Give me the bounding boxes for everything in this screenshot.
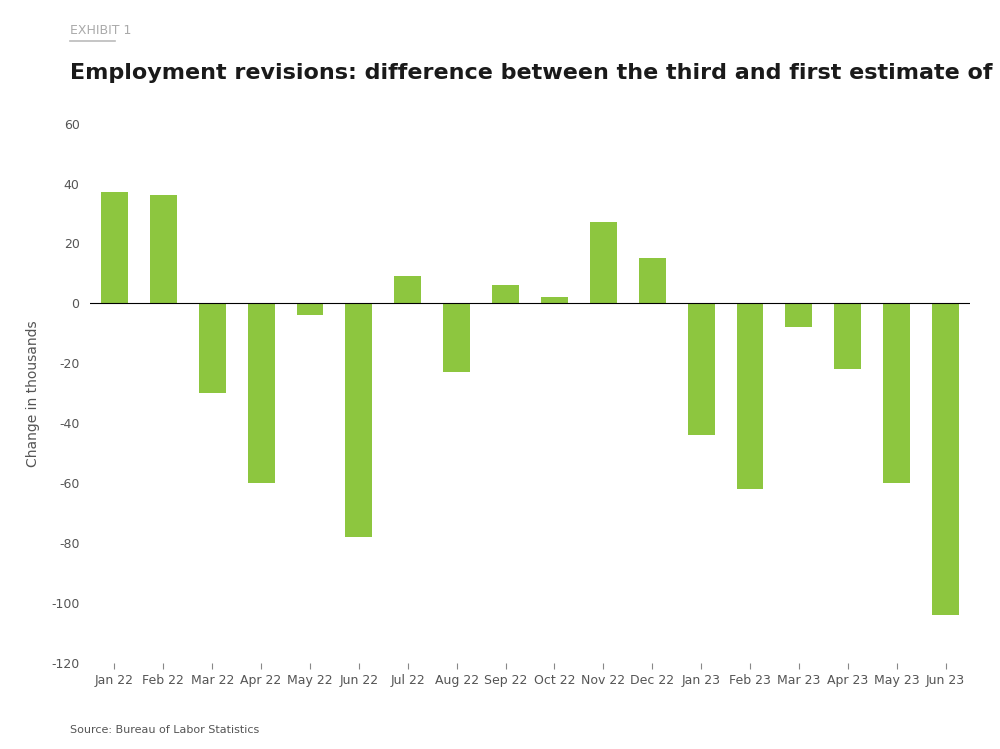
Bar (541, 297, 568, 303)
Bar (345, 303, 372, 537)
Y-axis label: Change in thousands: Change in thousands (26, 320, 40, 467)
Bar (248, 303, 275, 483)
Bar (883, 303, 910, 483)
Bar (199, 303, 226, 393)
Text: Employment revisions: difference between the third and first estimate of nonfarm: Employment revisions: difference between… (70, 63, 1000, 82)
Bar (492, 285, 519, 303)
Text: Source: Bureau of Labor Statistics: Source: Bureau of Labor Statistics (70, 724, 259, 735)
Bar (297, 303, 323, 315)
Bar (443, 303, 470, 372)
Bar (394, 276, 421, 303)
Bar (150, 195, 177, 303)
Text: EXHIBIT 1: EXHIBIT 1 (70, 24, 131, 37)
Bar (785, 303, 812, 327)
Bar (639, 258, 666, 303)
Bar (688, 303, 715, 435)
Bar (737, 303, 763, 489)
Bar (834, 303, 861, 369)
Bar (590, 222, 617, 303)
Bar (101, 192, 128, 303)
Bar (932, 303, 959, 615)
